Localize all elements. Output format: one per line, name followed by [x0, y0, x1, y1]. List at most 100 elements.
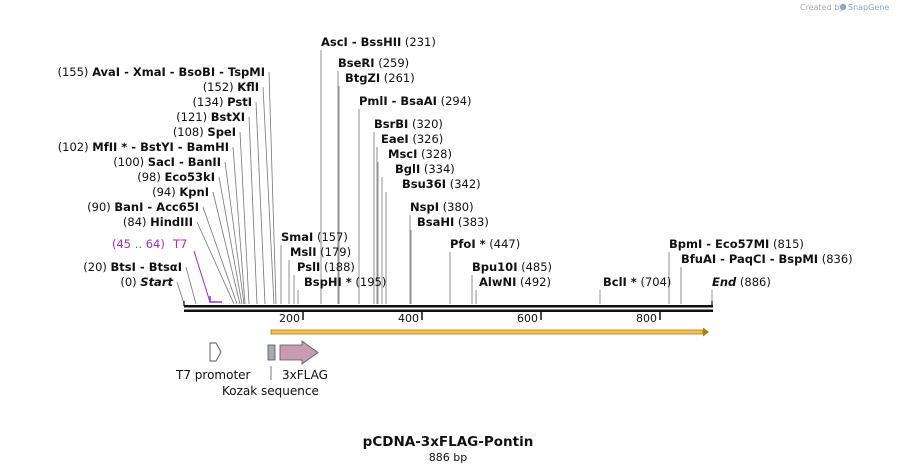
site-position: (98): [137, 170, 164, 184]
site-label[interactable]: BclI * (704): [603, 275, 671, 289]
site-name: PslI: [297, 260, 320, 274]
site-leader-line: [185, 266, 197, 305]
site-name: HindIII: [150, 215, 193, 229]
site-name: BtgZI: [345, 71, 380, 85]
site-leader-line: [232, 146, 246, 305]
t7-primer-name: T7: [172, 237, 187, 251]
site-position: (179): [317, 245, 352, 259]
site-label[interactable]: (98) Eco53kI: [137, 170, 215, 184]
flag-arrow-icon: [279, 340, 319, 365]
site-label[interactable]: Bpu10I (485): [472, 260, 552, 274]
site-leader-line: [196, 221, 235, 305]
ruler-ticks: 200 400 600 800: [279, 312, 661, 325]
right-site-labels: AscI - BssHII (231) BseRI (259)BtgZI (261…: [281, 35, 853, 289]
site-name: NspI: [410, 200, 439, 214]
site-label[interactable]: PmlI - BsaAI (294): [359, 94, 472, 108]
site-label[interactable]: (84) HindIII: [123, 215, 193, 229]
site-label[interactable]: (102) MfII * - BstYI - BamHI: [58, 140, 229, 154]
site-name: BanI - Acc65I: [114, 200, 199, 214]
site-name: PstI: [227, 95, 252, 109]
site-leader-line: [176, 281, 185, 305]
kozak-feature[interactable]: Kozak sequence: [222, 344, 319, 398]
t7-promoter-feature[interactable]: T7 promoter: [175, 342, 251, 382]
site-label[interactable]: BspHI * (195): [304, 275, 386, 289]
site-label[interactable]: BseRI (259): [338, 56, 409, 70]
site-name: SacI - BanII: [148, 155, 221, 169]
site-position: (320): [408, 117, 443, 131]
site-label[interactable]: (90) BanI - Acc65I: [87, 200, 199, 214]
site-label[interactable]: (0) Start: [120, 275, 173, 289]
site-label[interactable]: (152) KflI: [203, 80, 259, 94]
site-label[interactable]: (134) PstI: [193, 95, 252, 109]
flag-feature[interactable]: 3xFLAG: [279, 340, 328, 382]
site-name: PmlI - BsaAI: [359, 94, 437, 108]
site-name: End: [712, 275, 737, 289]
site-name: PfoI *: [450, 237, 486, 251]
site-name: BpmI - Eco57MI: [669, 237, 769, 251]
site-position: (886): [736, 275, 771, 289]
site-label[interactable]: BsaHI (383): [417, 215, 489, 229]
site-position: (836): [818, 252, 853, 266]
sequence-backbone-bottom: [184, 309, 713, 312]
site-position: (90): [87, 200, 114, 214]
site-label[interactable]: MscI (328): [388, 147, 452, 161]
site-leader-line: [262, 86, 275, 305]
site-label[interactable]: BsrBI (320): [374, 117, 443, 131]
site-name: KpnI: [179, 185, 209, 199]
tick-label: 400: [398, 312, 419, 325]
site-leader-line: [255, 101, 266, 305]
site-name: BspHI *: [304, 275, 352, 289]
site-label[interactable]: BglI (334): [395, 162, 455, 176]
site-position: (94): [152, 185, 179, 199]
site-name: BseRI: [338, 56, 375, 70]
site-name: SmaI: [281, 230, 313, 244]
site-label[interactable]: (100) SacI - BanII: [113, 155, 221, 169]
site-position: (188): [320, 260, 355, 274]
site-position: (383): [454, 215, 489, 229]
tick-label: 600: [517, 312, 538, 325]
site-name: EaeI: [381, 132, 409, 146]
site-position: (380): [439, 200, 474, 214]
plasmid-title: pCDNA-3xFLAG-Pontin: [363, 434, 534, 450]
flag-label: 3xFLAG: [282, 368, 328, 382]
site-label[interactable]: EaeI (326): [381, 132, 443, 146]
site-label[interactable]: (108) SpeI: [173, 125, 236, 139]
site-label[interactable]: BfuAI - PaqCI - BspMI (836): [681, 252, 853, 266]
site-name: BtsI - BtsαI: [111, 260, 182, 274]
site-position: (259): [375, 56, 410, 70]
site-label[interactable]: PslI (188): [297, 260, 355, 274]
site-label[interactable]: MslI (179): [290, 245, 351, 259]
site-label[interactable]: AlwNI (492): [479, 275, 551, 289]
site-label[interactable]: PfoI * (447): [450, 237, 520, 251]
orf-arrow[interactable]: [270, 327, 709, 337]
site-label[interactable]: AscI - BssHII (231): [321, 35, 436, 49]
site-label[interactable]: (155) AvaI - XmaI - BsoBI - TspMI: [57, 65, 265, 79]
site-label[interactable]: End (886): [712, 275, 771, 289]
site-label[interactable]: (94) KpnI: [152, 185, 209, 199]
site-label[interactable]: (20) BtsI - BtsαI: [83, 260, 182, 274]
t7-promoter-arrow-icon: [209, 342, 222, 362]
site-name: AlwNI: [479, 275, 516, 289]
site-label[interactable]: Bsu36I (342): [402, 177, 481, 191]
kozak-box-icon: [267, 344, 276, 361]
site-leader-line: [202, 206, 238, 305]
site-name: Eco53kI: [164, 170, 215, 184]
site-label[interactable]: NspI (380): [410, 200, 474, 214]
site-label[interactable]: BpmI - Eco57MI (815): [669, 237, 804, 251]
plasmid-length: 886 bp: [429, 451, 467, 464]
site-position: (134): [193, 95, 228, 109]
site-label[interactable]: SmaI (157): [281, 230, 348, 244]
site-position: (342): [446, 177, 481, 191]
site-leader-line: [248, 116, 258, 305]
site-position: (492): [516, 275, 551, 289]
t7-primer-arrow-icon: [209, 296, 222, 303]
site-position: (152): [203, 80, 238, 94]
t7-primer[interactable]: (45 .. 64) T7: [112, 237, 222, 303]
site-name: Bsu36I: [402, 177, 446, 191]
site-label[interactable]: BtgZI (261): [345, 71, 415, 85]
leader-lines: [176, 50, 713, 305]
site-name: MscI: [388, 147, 417, 161]
site-label[interactable]: (121) BstXI: [176, 110, 245, 124]
site-name: SpeI: [207, 125, 236, 139]
